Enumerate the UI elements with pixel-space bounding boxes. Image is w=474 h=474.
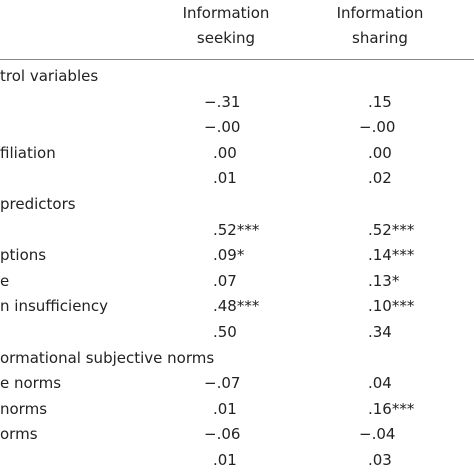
cell-value: .16*** [368,399,415,418]
row-label: norms [0,399,48,418]
cell-value: .04 [368,374,392,393]
row-label: e norms [0,374,62,393]
cell-value: .00 [368,143,392,162]
header-rule [0,59,474,60]
cell-value: .50 [213,323,237,341]
cell-value: −.00 [204,118,241,137]
cell-value: .03 [368,451,392,469]
cell-value: .34 [368,323,392,341]
cell-value: −.00 [359,118,396,137]
cell-value: .13* [368,271,400,290]
cell-value: .01 [213,169,237,188]
cell-value: .52*** [368,220,415,239]
row-label: orms [0,425,38,444]
cell-value: −.31 [204,92,241,111]
row-label: n insufficiency [0,297,109,316]
cell-value: .07 [213,271,237,290]
cell-value: .48*** [213,297,260,316]
row-label: trol variables [0,67,99,85]
row-label: ptions [0,246,47,265]
cell-value: .01 [213,451,237,469]
cell-value: −.07 [204,374,241,393]
column-header: seeking [196,29,256,47]
row-label: predictors [0,195,76,213]
cell-value: .52*** [213,220,260,239]
row-label: ormational subjective norms [0,348,215,367]
cell-value: −.04 [359,425,396,444]
cell-value: .10*** [368,297,415,316]
cell-value: .00 [213,143,237,162]
column-header: Information [336,4,424,22]
cell-value: .09* [213,246,245,265]
column-header: Information [182,4,270,22]
row-label: e [0,271,10,290]
cell-value: .02 [368,169,392,188]
cell-value: .14*** [368,246,415,265]
cell-value: −.06 [204,425,241,444]
cell-value: .15 [368,92,392,111]
row-label: filiation [0,143,56,162]
cell-value: .01 [213,399,237,418]
column-header: sharing [352,29,408,47]
